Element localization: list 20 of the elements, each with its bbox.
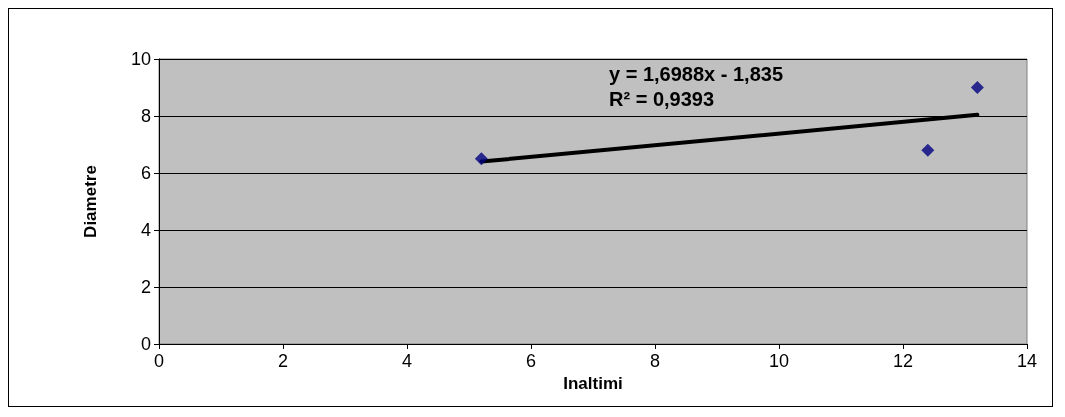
y-tick-label: 4 <box>140 220 151 240</box>
x-axis-title: Inaltimi <box>563 373 623 393</box>
point <box>921 143 935 157</box>
y-tick-label: 10 <box>130 49 151 69</box>
point <box>970 81 984 94</box>
x-tick-label: 0 <box>153 351 165 371</box>
y-tick-label: 0 <box>140 334 151 354</box>
x-tick-label: 8 <box>649 351 661 371</box>
point <box>474 152 488 166</box>
y-tick-label: 2 <box>140 277 151 297</box>
x-tick-label: 14 <box>1016 351 1038 371</box>
x-tick-label: 6 <box>525 351 537 371</box>
y-tick-label: 6 <box>140 163 151 183</box>
x-tick-label: 12 <box>892 351 914 371</box>
x-tick-label: 4 <box>401 351 413 371</box>
y-axis-title: Diametre <box>81 165 100 238</box>
y-tick-label: 8 <box>140 106 151 126</box>
x-tick-label: 10 <box>768 351 790 371</box>
annotation: y = 1,6988x - 1,835 R² = 0,9393 <box>609 62 784 110</box>
x-tick-label: 2 <box>277 351 289 371</box>
